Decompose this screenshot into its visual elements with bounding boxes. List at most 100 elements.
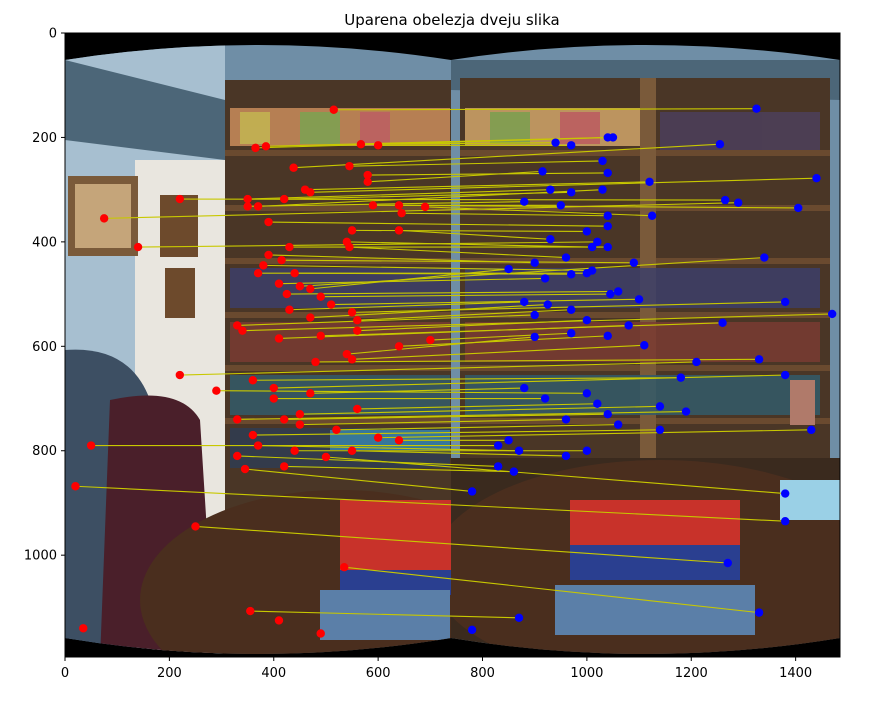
match-line: [237, 455, 499, 467]
keypoint-left: [261, 142, 271, 151]
x-tick-label: 600: [366, 666, 391, 681]
keypoint-right: [812, 173, 821, 183]
keypoint-left: [326, 300, 336, 309]
keypoint-right: [613, 287, 623, 296]
match-line: [237, 314, 535, 326]
match-line: [310, 177, 817, 193]
keypoint-left: [295, 420, 305, 429]
keypoint-left: [274, 334, 284, 343]
left-photo: [65, 45, 451, 654]
match-line: [258, 444, 520, 452]
keypoint-left: [295, 282, 305, 291]
keypoint-left: [316, 331, 325, 341]
keypoint-right: [514, 613, 524, 623]
keypoint-left: [240, 464, 250, 474]
keypoint-right: [715, 140, 725, 149]
keypoint-left: [363, 170, 372, 180]
keypoint-right: [603, 242, 612, 252]
keypoint-left: [212, 386, 221, 395]
keypoint-left: [347, 226, 357, 235]
keypoint-right: [561, 415, 571, 424]
keypoint-right: [718, 318, 727, 328]
match-line: [320, 293, 611, 298]
right-photo: [451, 45, 840, 654]
keypoint-right: [752, 104, 761, 113]
keypoint-right: [509, 467, 519, 476]
keypoint-right: [598, 156, 607, 166]
keypoint-left: [279, 415, 289, 424]
keypoint-left: [321, 452, 331, 462]
keypoint-right: [582, 269, 592, 278]
match-line: [281, 259, 634, 264]
match-line: [349, 246, 567, 259]
match-line: [286, 290, 619, 295]
match-line: [352, 450, 567, 457]
match-line: [346, 336, 535, 355]
keypoint-right: [603, 331, 612, 341]
keypoint-right: [781, 370, 790, 380]
match-line: [294, 272, 572, 275]
match-line: [398, 229, 551, 240]
keypoint-right: [540, 274, 550, 283]
keypoint-left: [353, 326, 362, 335]
keypoint-right: [720, 195, 730, 205]
keypoint-right: [807, 425, 816, 435]
match-line: [258, 189, 603, 207]
match-lines: [75, 108, 833, 619]
keypoint-left: [394, 342, 404, 351]
keypoint-left: [345, 161, 354, 171]
keypoint-left: [264, 217, 273, 227]
match-line: [268, 221, 608, 227]
y-tick-label: 200: [32, 131, 57, 146]
keypoint-left: [243, 194, 252, 204]
match-line: [299, 418, 567, 426]
keypoint-left: [342, 349, 352, 359]
keypoint-right: [734, 198, 743, 207]
keypoint-left: [329, 105, 338, 114]
match-line: [195, 525, 728, 564]
keypoint-right: [467, 487, 477, 496]
match-line: [336, 424, 619, 431]
keypoint-right: [692, 357, 701, 367]
y-tick-label: 400: [32, 235, 57, 250]
match-line: [360, 142, 556, 145]
keypoint-left: [295, 409, 305, 419]
match-line: [315, 358, 760, 363]
keypoint-left: [274, 279, 284, 288]
keypoint-right: [530, 310, 539, 320]
keypoint-left: [71, 482, 80, 491]
keypoint-left: [347, 446, 357, 455]
keypoint-left: [133, 242, 143, 252]
match-line: [216, 390, 587, 394]
keypoint-right: [603, 222, 612, 231]
keypoint-left: [316, 629, 325, 638]
match-line: [349, 160, 603, 167]
match-line: [325, 456, 786, 495]
keypoint-right: [582, 227, 592, 236]
keypoint-right: [567, 270, 576, 279]
match-line: [252, 377, 681, 381]
keypoint-right: [520, 297, 529, 307]
axes-frame: [64, 32, 841, 658]
match-line: [305, 181, 650, 191]
x-tick-label: 800: [470, 666, 495, 681]
keypoint-right: [645, 177, 654, 187]
match-line: [367, 172, 608, 176]
keypoint-right: [640, 341, 649, 350]
match-line: [293, 143, 720, 169]
match-line: [278, 277, 546, 285]
match-line: [75, 485, 786, 522]
match-line: [344, 566, 760, 614]
chart-title: Uparena obelezja dveju slika: [344, 11, 559, 29]
keypoint-right: [520, 197, 529, 206]
keypoint-left: [285, 242, 294, 252]
keypoint-left: [394, 226, 404, 235]
match-line: [284, 465, 514, 473]
keypoint-right: [504, 436, 513, 445]
x-tick-label: 1400: [779, 666, 812, 681]
keypoint-left: [253, 269, 263, 278]
keypoint-left: [347, 355, 357, 364]
keypoint-right: [606, 289, 615, 299]
keypoint-left: [368, 201, 378, 210]
keypoint-right: [676, 373, 686, 382]
